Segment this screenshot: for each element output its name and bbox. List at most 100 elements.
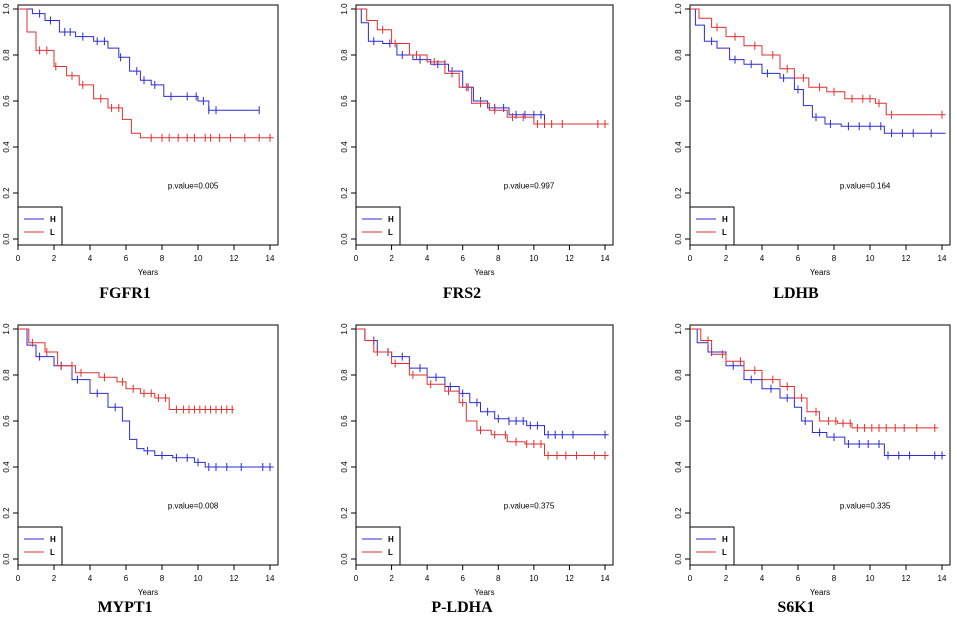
- x-tick-label: 12: [902, 254, 911, 263]
- x-tick-label: 6: [124, 574, 129, 583]
- y-tick-label: 1.0: [674, 3, 683, 15]
- x-tick-label: 10: [529, 254, 538, 263]
- series-h: [356, 8, 545, 124]
- x-tick-label: 0: [354, 574, 359, 583]
- x-axis-label: Years: [138, 588, 158, 597]
- survival-curve-l: [18, 8, 274, 139]
- x-tick-label: 14: [266, 574, 275, 583]
- y-tick-label: 0.2: [674, 507, 683, 519]
- y-tick-label: 0.6: [674, 415, 683, 427]
- y-tick-label: 0.0: [674, 233, 683, 245]
- y-tick-label: 0.6: [2, 415, 11, 427]
- x-tick-label: 8: [160, 574, 165, 583]
- legend-label-l: L: [722, 228, 727, 237]
- legend-label-l: L: [50, 228, 55, 237]
- legend-label-h: H: [50, 535, 56, 544]
- x-tick-label: 6: [460, 574, 465, 583]
- y-tick-label: 0.4: [2, 141, 11, 153]
- y-tick-label: 0.4: [340, 141, 349, 153]
- legend-label-l: L: [722, 548, 727, 557]
- p-value: p.value=0.375: [504, 501, 555, 510]
- x-tick-label: 2: [724, 574, 729, 583]
- y-tick-label: 0.8: [340, 369, 349, 381]
- p-value: p.value=0.008: [168, 501, 219, 510]
- y-tick-label: 0.6: [340, 95, 349, 107]
- x-axis-label: Years: [810, 588, 830, 597]
- x-axis-label: Years: [474, 268, 494, 277]
- y-tick-label: 0.4: [2, 461, 11, 473]
- x-tick-label: 2: [389, 574, 394, 583]
- legend: HL: [17, 206, 63, 246]
- x-tick-label: 8: [496, 254, 501, 263]
- x-tick-label: 4: [88, 574, 93, 583]
- x-tick-label: 4: [425, 254, 430, 263]
- y-tick-label: 0.0: [674, 553, 683, 565]
- x-tick-label: 10: [529, 574, 538, 583]
- panel-title: MYPT1: [97, 599, 152, 616]
- series-l: [18, 328, 234, 414]
- x-tick-label: 12: [565, 254, 574, 263]
- x-axis-label: Years: [810, 268, 830, 277]
- survival-curve-l: [690, 328, 939, 429]
- x-tick-label: 8: [832, 574, 837, 583]
- series-l: [356, 8, 609, 128]
- x-tick-label: 6: [460, 254, 465, 263]
- plot-frame: [689, 324, 951, 566]
- p-value: p.value=0.005: [168, 181, 219, 190]
- survival-curve-h: [690, 8, 946, 134]
- x-tick-label: 2: [52, 254, 57, 263]
- legend-label-l: L: [388, 548, 393, 557]
- y-tick-label: 0.0: [2, 233, 11, 245]
- panel-title: LDHB: [773, 285, 819, 302]
- survival-curve-h: [18, 8, 260, 111]
- series-h: [690, 328, 946, 460]
- series-h: [356, 328, 609, 439]
- y-tick-label: 0.2: [340, 507, 349, 519]
- x-tick-label: 4: [88, 254, 93, 263]
- y-tick-label: 0.0: [2, 553, 11, 565]
- survival-curve-l: [356, 328, 609, 456]
- series-l: [18, 8, 274, 142]
- x-tick-label: 0: [688, 254, 693, 263]
- legend-label-h: H: [50, 215, 56, 224]
- panel-title: FGFR1: [99, 285, 151, 302]
- survival-curve-h: [356, 328, 609, 436]
- x-tick-label: 14: [938, 574, 947, 583]
- legend: HL: [689, 526, 735, 566]
- legend: HL: [17, 526, 63, 566]
- legend-label-h: H: [722, 535, 728, 544]
- y-tick-label: 0.2: [2, 187, 11, 199]
- legend-label-h: H: [388, 535, 394, 544]
- x-tick-label: 14: [266, 254, 275, 263]
- legend-box: [355, 206, 401, 246]
- legend: HL: [689, 206, 735, 246]
- series-l: [356, 328, 609, 460]
- plot-frame: [355, 4, 614, 246]
- legend-label-h: H: [722, 215, 728, 224]
- legend-box: [17, 526, 63, 566]
- x-tick-label: 8: [832, 254, 837, 263]
- y-tick-label: 0.6: [674, 95, 683, 107]
- survival-curve-h: [18, 328, 274, 468]
- survival-curve-l: [356, 8, 609, 125]
- legend-box: [17, 206, 63, 246]
- y-tick-label: 1.0: [340, 3, 349, 15]
- y-tick-label: 1.0: [674, 323, 683, 335]
- p-value: p.value=0.335: [840, 501, 891, 510]
- survival-curve-l: [690, 8, 946, 116]
- x-axis-label: Years: [474, 588, 494, 597]
- x-tick-label: 10: [194, 254, 203, 263]
- survival-curve-h: [356, 8, 545, 124]
- survival-curve-h: [690, 328, 946, 456]
- plot-frame: [355, 324, 614, 566]
- x-tick-label: 0: [16, 574, 21, 583]
- y-tick-label: 0.4: [674, 141, 683, 153]
- y-tick-label: 0.4: [340, 461, 349, 473]
- plot-frame: [689, 4, 951, 246]
- panel-title: FRS2: [443, 285, 481, 302]
- km-panel-s6k1: 0 2 4 6 8 10 12 14 0.0 0.2 0.4 0.6 0.8 1.0 Years p.valu…: [674, 323, 951, 616]
- x-axis-label: Years: [138, 268, 158, 277]
- legend-label-l: L: [388, 228, 393, 237]
- series-h: [18, 8, 260, 115]
